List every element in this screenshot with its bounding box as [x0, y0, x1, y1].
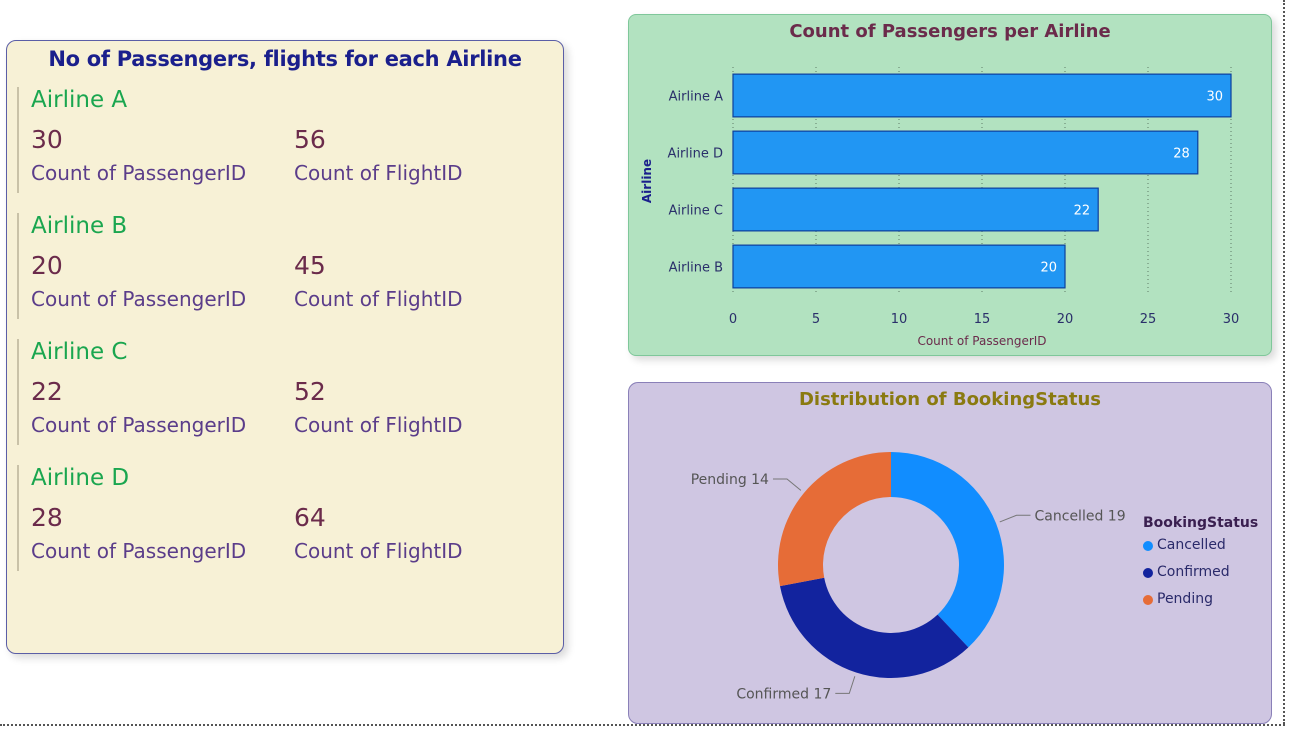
y-tick-label: Airline D: [668, 147, 723, 162]
flight-count-label: Count of FlightID: [294, 539, 463, 563]
donut-chart-card[interactable]: Distribution of BookingStatus Cancelled …: [628, 382, 1272, 724]
x-tick-label: 30: [1223, 312, 1240, 327]
legend-label: Pending: [1157, 591, 1213, 607]
y-tick-label: Airline C: [668, 204, 723, 219]
x-tick-label: 20: [1057, 312, 1074, 327]
legend-title: BookingStatus: [1143, 515, 1259, 531]
flight-count-value: 45: [294, 251, 326, 280]
passenger-count-label: Count of PassengerID: [31, 161, 247, 185]
flight-count-value: 56: [294, 125, 326, 154]
flight-count-value: 52: [294, 377, 326, 406]
data-label: 30: [1206, 90, 1223, 105]
bar[interactable]: [732, 73, 1232, 118]
legend-marker: [1143, 568, 1153, 578]
bar[interactable]: [732, 187, 1099, 232]
card-panel-title: No of Passengers, flights for each Airli…: [48, 47, 522, 71]
multi-row-card[interactable]: No of Passengers, flights for each Airli…: [6, 40, 564, 654]
airline-card-row[interactable]: Airline C 22 52 Count of PassengerID Cou…: [17, 339, 539, 445]
donut-chart-title: Distribution of BookingStatus: [798, 389, 1101, 410]
airline-name: Airline A: [31, 87, 128, 113]
x-tick-label: 25: [1140, 312, 1157, 327]
airline-name: Airline B: [31, 213, 128, 239]
slice-data-label: Cancelled 19: [1035, 508, 1126, 524]
x-tick-label: 10: [891, 312, 908, 327]
donut-chart-svg[interactable]: Cancelled 19 Confirmed 17 Pending 14: [629, 383, 1271, 723]
legend-marker: [1143, 595, 1153, 605]
airline-name: Airline C: [31, 339, 128, 365]
flight-count-label: Count of FlightID: [294, 413, 463, 437]
airline-card-row[interactable]: Airline D 28 64 Count of PassengerID Cou…: [17, 465, 539, 571]
passenger-count-value: 28: [31, 503, 63, 532]
passenger-count-value: 22: [31, 377, 63, 406]
x-axis-title: Count of PassengerID: [917, 334, 1046, 348]
donut-slice[interactable]: [780, 577, 969, 678]
leader-line: [772, 478, 802, 491]
donut-legend: BookingStatus Cancelled Confirmed Pendin…: [1143, 515, 1258, 618]
x-tick-label: 5: [812, 312, 820, 327]
airline-card-row[interactable]: Airline A 30 56 Count of PassengerID Cou…: [17, 87, 539, 193]
legend-item-pending[interactable]: Pending: [1143, 591, 1258, 618]
passenger-count-value: 20: [31, 251, 63, 280]
data-label: 20: [1040, 261, 1057, 276]
page-border-right: [1283, 0, 1285, 724]
x-tick-label: 0: [729, 312, 737, 327]
data-label: 28: [1173, 147, 1190, 162]
y-tick-label: Airline B: [669, 261, 723, 276]
legend-item-confirmed[interactable]: Confirmed: [1143, 564, 1258, 591]
passenger-count-value: 30: [31, 125, 63, 154]
airline-name: Airline D: [31, 465, 130, 491]
flight-count-label: Count of FlightID: [294, 161, 463, 185]
leader-line: [999, 514, 1031, 523]
bar-chart-card[interactable]: Count of Passengers per Airline 0 5 10 15 20…: [628, 14, 1272, 356]
bar[interactable]: [732, 130, 1199, 175]
flight-count-value: 64: [294, 503, 326, 532]
bar[interactable]: [732, 244, 1066, 289]
x-tick-label: 15: [974, 312, 991, 327]
donut-slice[interactable]: [778, 452, 891, 587]
legend-label: Confirmed: [1157, 564, 1230, 580]
flight-count-label: Count of FlightID: [294, 287, 463, 311]
y-axis-title: Airline: [640, 159, 654, 203]
bar-chart-svg[interactable]: 0 5 10 15 20 25 30 Airline A 30 Airline D 28 Airlin…: [629, 15, 1271, 355]
legend-marker: [1143, 541, 1153, 551]
bar-chart-title: Count of Passengers per Airline: [789, 21, 1111, 42]
legend-item-cancelled[interactable]: Cancelled: [1143, 537, 1258, 564]
slice-data-label: Confirmed 17: [736, 686, 831, 702]
y-tick-label: Airline A: [669, 90, 723, 105]
passenger-count-label: Count of PassengerID: [31, 413, 247, 437]
page-border-bottom: [0, 724, 1285, 726]
legend-label: Cancelled: [1157, 537, 1226, 553]
leader-line: [835, 676, 856, 694]
donut-slice[interactable]: [891, 452, 1004, 648]
data-label: 22: [1074, 204, 1091, 219]
airline-card-row[interactable]: Airline B 20 45 Count of PassengerID Cou…: [17, 213, 539, 319]
passenger-count-label: Count of PassengerID: [31, 287, 247, 311]
passenger-count-label: Count of PassengerID: [31, 539, 247, 563]
slice-data-label: Pending 14: [691, 472, 769, 488]
